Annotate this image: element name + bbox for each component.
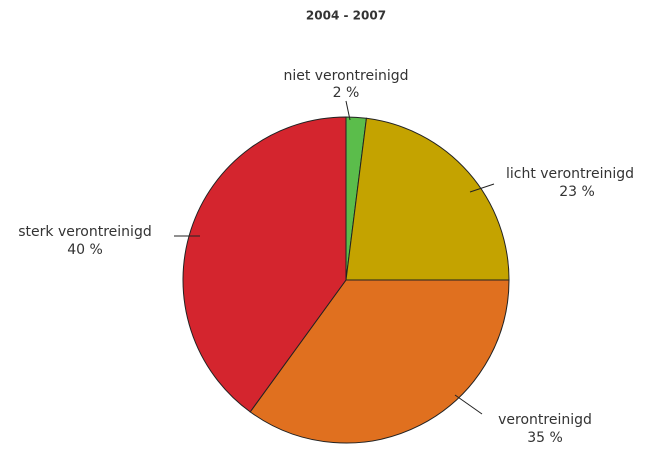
pie-slice bbox=[249, 279, 510, 444]
leader-line bbox=[454, 394, 483, 415]
slice-label: verontreinigd bbox=[498, 412, 592, 428]
leader-line bbox=[345, 100, 351, 121]
slice-label: licht verontreinigd bbox=[506, 166, 634, 182]
slice-value-label: 2 % bbox=[333, 85, 360, 101]
leader-line bbox=[469, 183, 495, 193]
slice-value-label: 35 % bbox=[527, 430, 563, 446]
slice-label: sterk verontreinigd bbox=[18, 224, 151, 240]
slice-value-label: 23 % bbox=[559, 184, 595, 200]
pie-slice bbox=[345, 117, 510, 281]
pie-slice bbox=[182, 116, 347, 413]
chart-title: 2004 - 2007 bbox=[306, 9, 386, 23]
slice-value-label: 40 % bbox=[67, 242, 103, 258]
slice-label: niet verontreinigd bbox=[283, 68, 408, 84]
